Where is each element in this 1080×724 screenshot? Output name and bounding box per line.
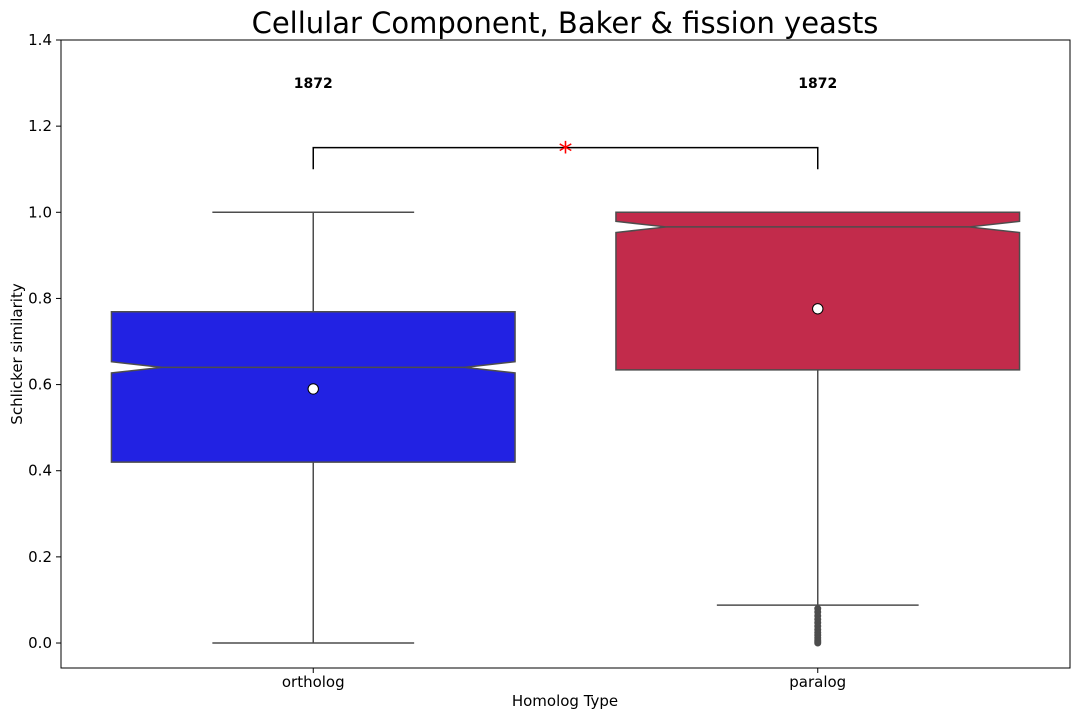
x-axis-label: Homolog Type bbox=[512, 692, 618, 710]
significance-marker: * bbox=[559, 136, 573, 169]
x-axis: ortholog paralog bbox=[282, 668, 846, 691]
plot-area-frame bbox=[60, 39, 1071, 669]
box-paralog: 1872 bbox=[615, 76, 1021, 647]
y-tick-label: 1.0 bbox=[28, 203, 52, 221]
outlier-point bbox=[814, 639, 822, 647]
count-label: 1872 bbox=[294, 76, 333, 92]
x-tick-label: ortholog bbox=[282, 673, 345, 691]
y-tick-label: 0.0 bbox=[28, 634, 52, 652]
y-axis: 0.0 0.2 0.4 0.6 0.8 1.0 1.2 1.4 bbox=[28, 31, 61, 652]
y-axis-label: Schlicker similarity bbox=[8, 283, 26, 425]
chart-title: Cellular Component, Baker & fission yeas… bbox=[252, 6, 879, 40]
box-body bbox=[615, 211, 1021, 371]
y-tick-label: 1.4 bbox=[28, 31, 52, 49]
y-tick-label: 1.2 bbox=[28, 117, 52, 135]
y-tick-label: 0.2 bbox=[28, 548, 52, 566]
count-label: 1872 bbox=[798, 76, 837, 92]
mean-marker bbox=[812, 303, 824, 315]
y-tick-label: 0.4 bbox=[28, 462, 52, 480]
box-series: 1872 1872 bbox=[110, 76, 1021, 647]
annotations: * bbox=[312, 136, 819, 170]
significance-bracket bbox=[312, 146, 819, 170]
box-ortholog: 1872 bbox=[110, 76, 516, 644]
x-tick-label: paralog bbox=[789, 673, 846, 691]
y-tick-label: 0.8 bbox=[28, 289, 52, 307]
mean-marker bbox=[307, 383, 319, 395]
y-tick-label: 0.6 bbox=[28, 376, 52, 394]
